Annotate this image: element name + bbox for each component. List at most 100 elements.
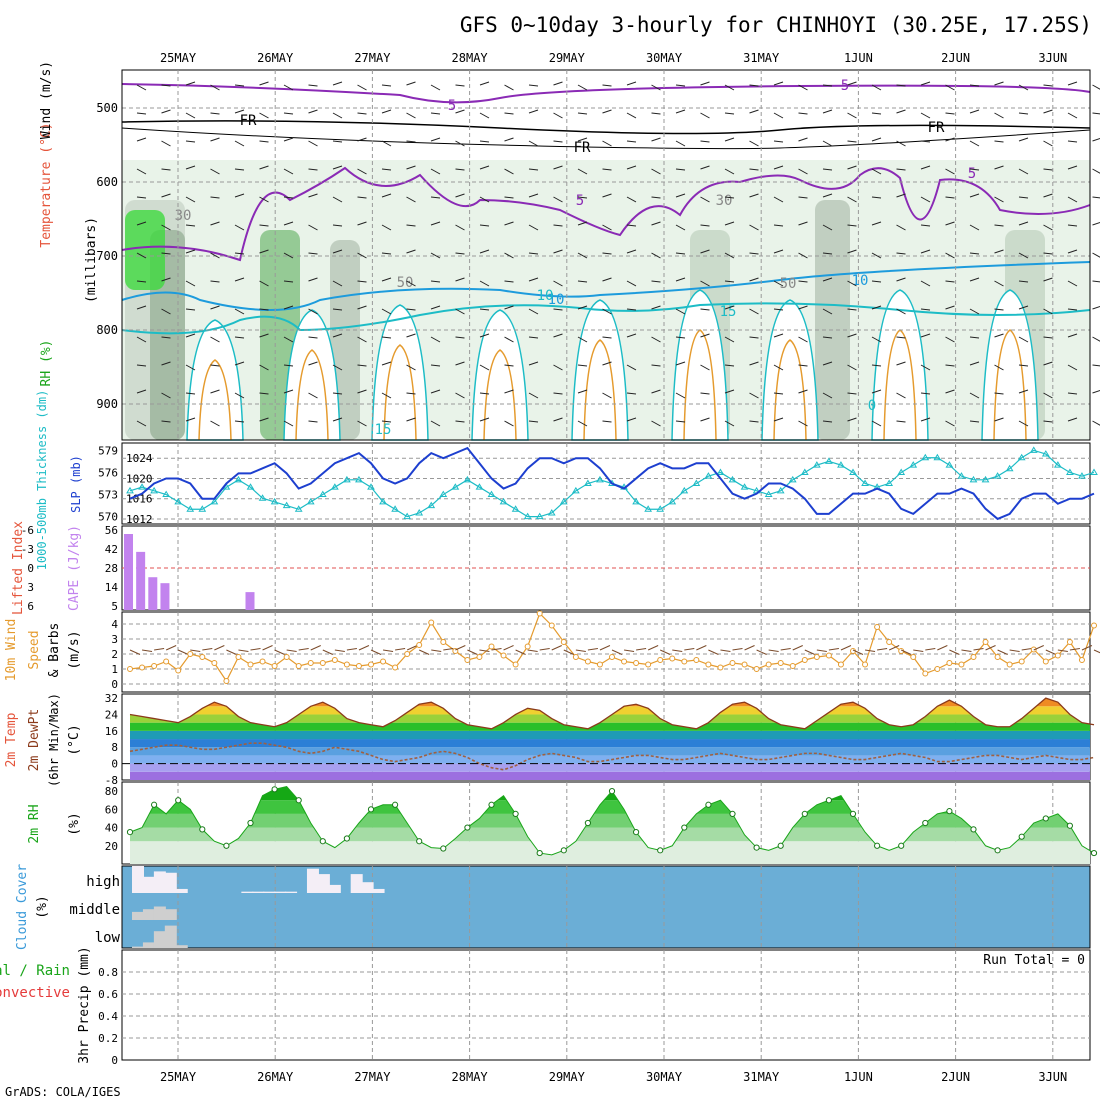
wind-barb-10m <box>504 646 514 651</box>
lifted-index-axis-label: Lifted Index <box>11 521 26 615</box>
wind-barb-10m <box>455 646 465 651</box>
date-label-bottom: 2JUN <box>941 1070 970 1084</box>
wind-barb-10m <box>600 646 610 651</box>
date-label-bottom: 31MAY <box>743 1070 780 1084</box>
wind-speed-marker <box>682 659 687 664</box>
cloud-bar-high <box>329 885 341 893</box>
wind-speed-marker <box>152 664 157 669</box>
wind-barb-10m <box>552 646 562 651</box>
wind-speed-marker <box>525 644 530 649</box>
slp-tick-label: 1012 <box>126 513 153 526</box>
wind-barb <box>995 82 1004 85</box>
wind-speed-marker <box>863 662 868 667</box>
wind-speed-marker <box>802 658 807 663</box>
wind-barb-10m <box>347 649 357 651</box>
precip-tick-label: 0.6 <box>98 988 118 1001</box>
wind-speed-marker <box>935 667 940 672</box>
wind-barb <box>333 113 342 118</box>
cloud-level-label: high <box>86 874 120 890</box>
wind-speed-marker <box>971 655 976 660</box>
wind-barb <box>358 85 367 90</box>
slp-tick-label: 1024 <box>126 452 153 465</box>
rh-tick-label: 60 <box>105 803 118 816</box>
rh2m-marker <box>127 830 132 835</box>
wind-barb-10m <box>335 650 345 652</box>
wind-barb <box>480 82 489 85</box>
wind-barb <box>823 141 832 146</box>
pressure-tick-label: 700 <box>96 249 118 263</box>
cloud-bar-high <box>241 892 253 893</box>
wind-barb <box>627 82 636 85</box>
wind-barb <box>872 138 881 141</box>
wind-barb <box>284 138 293 141</box>
wind-barb <box>946 113 955 114</box>
wind-barb <box>676 85 685 86</box>
precip-tick-label: 0 <box>111 1054 118 1067</box>
wind-barb <box>407 82 416 85</box>
wind-barb <box>1068 141 1077 142</box>
li-tick-label: 6 <box>27 600 34 613</box>
wind-barb <box>970 110 979 113</box>
pressure-tick-label: 600 <box>96 175 118 189</box>
rh2m-marker <box>441 846 446 851</box>
wind-speed-marker <box>995 655 1000 660</box>
wind-barb <box>1044 110 1053 113</box>
temp2m-unit-label: (°C) <box>67 724 82 755</box>
pressure-tick-label: 800 <box>96 323 118 337</box>
wind-tick-label: 3 <box>111 633 118 646</box>
wind-barb <box>1093 253 1100 258</box>
wind-barb-10m <box>202 649 212 651</box>
wind-barb <box>1093 197 1100 198</box>
thickness-tick-label: 576 <box>98 466 118 479</box>
wind-barb <box>921 141 930 142</box>
wind-barb <box>162 141 171 146</box>
rh2m-marker <box>393 802 398 807</box>
wind-barb-10m <box>781 649 791 651</box>
rh2m-marker <box>850 811 855 816</box>
date-label-top: 28MAY <box>452 51 489 65</box>
cloud-bar-middle <box>143 909 155 920</box>
plot-area: 25MAY25MAY26MAY26MAY27MAY27MAY28MAY28MAY… <box>0 51 1100 1084</box>
cloud-bar-low <box>154 931 166 948</box>
wind-barb <box>554 141 563 142</box>
slp-axis-label: SLP (mb) <box>69 455 83 513</box>
wind-barb-10m <box>986 646 996 651</box>
wind-speed-marker <box>947 661 952 666</box>
wind-barb-10m <box>190 650 200 652</box>
wind-barb <box>676 141 685 146</box>
temp-color-band <box>122 739 1090 747</box>
slp-tick-label: 1020 <box>126 472 153 485</box>
contour-label: FR <box>574 140 591 156</box>
cloud-bar-low <box>143 942 155 948</box>
cloud-bar-high <box>274 892 286 893</box>
date-label-top: 2JUN <box>941 51 970 65</box>
rh2m-marker <box>778 843 783 848</box>
cape-axis-label: CAPE (J/kg) <box>67 525 82 611</box>
wind-barb <box>799 138 808 141</box>
rh2m-marker <box>826 798 831 803</box>
wind-barb-10m <box>214 646 224 651</box>
cape-bar <box>246 592 255 610</box>
wind-barb-10m <box>1022 649 1032 651</box>
contour-label: 5 <box>841 78 849 94</box>
rh2m-axis-label: 2m RH <box>27 804 42 843</box>
wind-speed-marker <box>694 658 699 663</box>
cloud-bar-high <box>373 889 385 893</box>
wind-barb <box>897 110 906 113</box>
wind-barb <box>554 113 563 118</box>
wind-barb <box>529 110 538 113</box>
thickness-tick-label: 579 <box>98 444 118 457</box>
cape-tick-label: 42 <box>105 543 118 556</box>
temp-color-band <box>122 723 1090 731</box>
precip-tick-label: 0.2 <box>98 1032 118 1045</box>
wind-speed-marker <box>164 659 169 664</box>
pressure-axis-label: (millibars) <box>84 217 99 303</box>
wind-speed-marker <box>260 659 265 664</box>
wind-barb <box>505 113 514 114</box>
wind10m-axis-label: Speed <box>27 630 42 669</box>
rh2m-marker <box>1019 834 1024 839</box>
cloud-bar-high <box>252 892 264 893</box>
wind-speed-marker <box>477 655 482 660</box>
cloud-bar-high <box>263 892 275 893</box>
wind-barb <box>260 82 269 85</box>
